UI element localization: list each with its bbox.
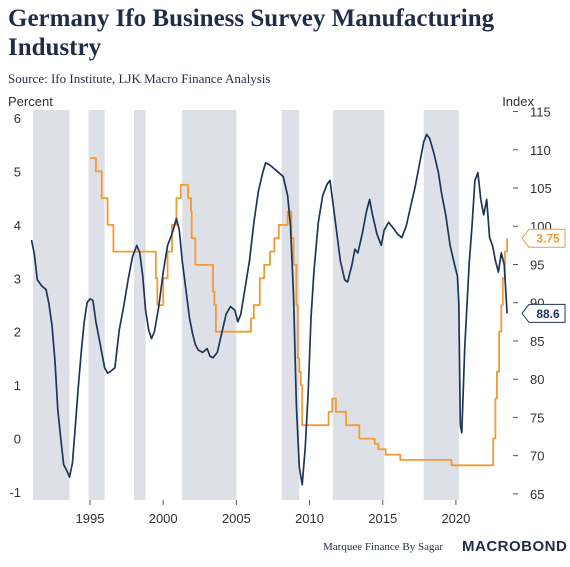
series-layer	[30, 133, 508, 486]
left-axis: -1 0 1 2 3 4 5 6	[9, 111, 21, 500]
navy-series-line	[30, 133, 508, 486]
chart-subtitle: Source: Ifo Institute, LJK Macro Finance…	[8, 71, 271, 86]
left-axis-unit: Percent	[8, 94, 53, 109]
right-tick-label: 80	[530, 372, 544, 387]
left-tick-label: 3	[14, 271, 21, 286]
last-value-label: 3.75	[536, 232, 560, 246]
left-tick-label: -1	[9, 485, 21, 500]
orange-series-line	[90, 157, 508, 467]
x-tick-label: 2020	[441, 511, 470, 526]
shaded-period-6	[332, 110, 385, 500]
x-tick-label: 2005	[222, 511, 251, 526]
right-tick-label: 85	[530, 334, 544, 349]
shaded-period-5	[281, 110, 300, 500]
footer-credit: Marquee Finance By Sagar	[323, 541, 444, 553]
chart-title: Germany Ifo Business Survey Manufacturin…	[8, 5, 495, 61]
x-tick-label: 2015	[368, 511, 397, 526]
x-axis: 1995 2000 2005 2010 2015 2020	[76, 500, 470, 526]
shaded-period-2	[88, 110, 105, 500]
x-tick-label: 2000	[149, 511, 178, 526]
shaded-period-3	[133, 110, 146, 500]
shaded-period-7	[423, 110, 459, 500]
left-tick-label: 6	[14, 111, 21, 126]
recession-shading	[32, 110, 459, 500]
macrobond-logo: MACROBOND	[462, 538, 568, 555]
right-tick-label: 95	[530, 257, 544, 272]
left-tick-label: 1	[14, 378, 21, 393]
x-tick-label: 2010	[295, 511, 324, 526]
shaded-period-4	[182, 110, 237, 500]
right-tick-label: 65	[530, 487, 544, 502]
right-tick-label: 75	[530, 410, 544, 425]
right-axis-unit: Index	[502, 94, 534, 109]
shaded-period-1	[32, 110, 70, 500]
right-tick-label: 110	[530, 143, 551, 158]
right-tick-label: 105	[530, 181, 552, 196]
left-tick-label: 4	[14, 218, 21, 233]
left-tick-label: 5	[14, 164, 21, 179]
last-value-labels: 3.75 88.6	[521, 228, 566, 323]
right-tick-label: 70	[530, 449, 544, 464]
left-tick-label: 0	[14, 432, 21, 447]
left-tick-label: 2	[14, 325, 21, 340]
last-value-tag	[521, 228, 566, 248]
last-value-label: 88.6	[536, 307, 560, 321]
right-tick-label: 115	[530, 105, 551, 120]
x-tick-label: 1995	[76, 511, 105, 526]
last-value-tag	[521, 303, 566, 323]
